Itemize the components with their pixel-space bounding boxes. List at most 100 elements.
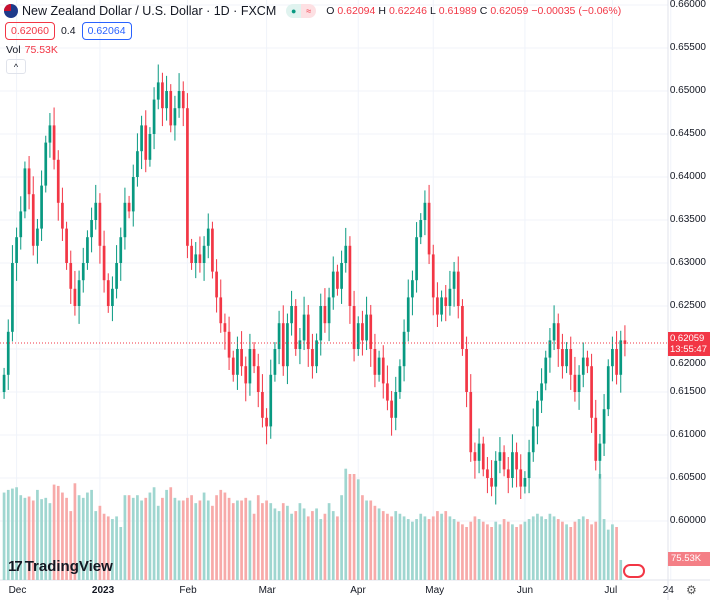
time-tick-label: May: [425, 585, 445, 596]
candle-body: [48, 125, 52, 143]
symbol-title[interactable]: New Zealand Dollar / U.S. Dollar · 1D · …: [22, 4, 277, 18]
volume-bar: [73, 483, 77, 580]
ohlc-values: O 0.62094 H 0.62246 L 0.61989 C 0.62059 −0.0…: [326, 5, 621, 17]
volume-bar: [261, 503, 264, 580]
candle-body: [198, 254, 202, 263]
volume-bar: [586, 519, 589, 580]
volume-bar: [6, 489, 10, 580]
time-tick-label: Jun: [516, 585, 534, 596]
volume-bar: [552, 516, 556, 580]
volume-bar: [173, 497, 177, 580]
candle-body: [473, 452, 477, 461]
candle-body: [336, 271, 339, 289]
buy-button[interactable]: 0.62064: [81, 22, 132, 40]
candle-body: [436, 297, 439, 315]
high-label: H: [378, 5, 386, 17]
candle-body: [119, 237, 123, 263]
volume-bar: [61, 492, 64, 580]
volume-bar: [461, 524, 464, 580]
candle-body: [115, 263, 118, 289]
candle-body: [186, 108, 189, 246]
volume-bar: [19, 495, 23, 580]
candle-body: [177, 91, 181, 109]
candle-body: [606, 366, 610, 410]
candle-body: [440, 297, 443, 315]
candle-body: [248, 349, 252, 384]
volume-bar: [611, 524, 614, 580]
candle-body: [348, 245, 352, 306]
price-tick-label: 0.60000: [669, 515, 706, 526]
candle-body: [27, 168, 31, 195]
time-tick-label: Dec: [8, 585, 27, 596]
economic-events-icon[interactable]: [623, 564, 645, 578]
price-tick-label: 0.61500: [669, 386, 706, 397]
tradingview-logo[interactable]: 17 TradingView: [8, 558, 113, 575]
candles: [2, 64, 627, 505]
candle-body: [594, 417, 598, 461]
volume-bar: [511, 524, 514, 580]
volume-bar: [290, 513, 293, 580]
spread-value: 0.4: [60, 25, 76, 37]
candle-body: [315, 340, 318, 367]
volume-bar: [456, 521, 460, 580]
candle-body: [236, 349, 239, 375]
candle-body: [211, 228, 214, 272]
price-tick-label: 0.65500: [669, 42, 706, 53]
volume-bar: [152, 487, 156, 580]
candle-body: [311, 349, 314, 367]
volume-bar: [419, 513, 423, 580]
volume-bar: [281, 503, 285, 580]
volume-bar: [131, 497, 135, 580]
volume-bar: [523, 521, 527, 580]
volume-bar: [106, 516, 110, 580]
volume-bar: [181, 500, 185, 580]
candle-body: [465, 349, 468, 392]
high-value: 0.62246: [388, 5, 427, 17]
candle-body: [165, 91, 168, 109]
symbol-header[interactable]: New Zealand Dollar / U.S. Dollar · 1D · …: [4, 4, 621, 18]
volume-bar: [227, 497, 231, 580]
volume-bar: [477, 519, 481, 580]
volume-bar: [244, 497, 248, 580]
price-tick-label: 0.65000: [669, 85, 706, 96]
candle-body: [252, 349, 256, 367]
candle-body: [123, 202, 127, 238]
time-tick-label: 2023: [91, 585, 115, 596]
volume-bar: [452, 519, 456, 580]
bar-countdown: 13:55:47: [670, 344, 707, 355]
volume-bar: [252, 513, 256, 580]
candle-body: [390, 400, 393, 418]
settings-icon[interactable]: ⚙: [686, 583, 697, 597]
volume-bar: [194, 503, 198, 580]
candle-body: [173, 108, 177, 126]
volume-legend[interactable]: Vol 75.53K: [6, 44, 58, 56]
volume-bar: [123, 495, 127, 580]
volume-bar: [294, 511, 298, 580]
volume-bar: [215, 495, 218, 580]
data-status-icon: ≈: [301, 4, 317, 18]
volume-bar: [56, 485, 60, 580]
candle-body: [415, 237, 418, 281]
volume-bar: [11, 488, 14, 580]
candle-body: [140, 125, 143, 152]
volume-bar: [240, 500, 243, 580]
market-status[interactable]: ● ≈: [286, 4, 317, 18]
volume-bar: [336, 516, 339, 580]
volume-bar: [440, 513, 443, 580]
sell-button[interactable]: 0.62060: [5, 22, 55, 40]
open-value: 0.62094: [337, 5, 376, 17]
collapse-legend-button[interactable]: ^: [6, 59, 26, 74]
volume-bar: [327, 503, 331, 580]
volume-bar: [169, 487, 173, 580]
candle-body: [261, 392, 264, 418]
candle-body: [319, 306, 323, 341]
volume-bar: [494, 521, 498, 580]
volume-bar: [348, 474, 352, 580]
volume-bar: [136, 495, 139, 580]
volume-bar: [231, 503, 235, 580]
volume-bar: [606, 529, 610, 580]
volume-bar: [36, 489, 39, 580]
candle-body: [581, 357, 585, 375]
candle-body: [286, 323, 289, 367]
